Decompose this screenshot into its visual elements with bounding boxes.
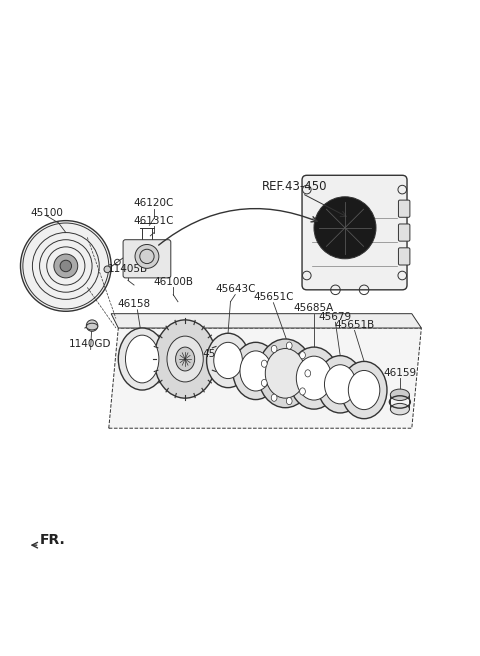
Text: REF.43-450: REF.43-450 (262, 180, 328, 193)
Circle shape (54, 254, 78, 278)
Ellipse shape (341, 361, 387, 419)
Text: FR.: FR. (39, 533, 65, 547)
Circle shape (314, 197, 376, 259)
Ellipse shape (300, 388, 305, 395)
FancyBboxPatch shape (123, 239, 171, 278)
Ellipse shape (390, 389, 409, 401)
Ellipse shape (167, 336, 203, 382)
Text: 46131C: 46131C (134, 216, 174, 226)
Ellipse shape (233, 342, 279, 400)
Ellipse shape (262, 360, 267, 367)
Text: 1140GD: 1140GD (69, 339, 111, 349)
Ellipse shape (214, 342, 242, 379)
Text: 11405B: 11405B (108, 264, 148, 274)
Text: 46158: 46158 (118, 300, 151, 310)
Ellipse shape (125, 335, 159, 383)
Text: 45685A: 45685A (294, 303, 334, 314)
Ellipse shape (348, 371, 380, 409)
Ellipse shape (287, 342, 292, 349)
Ellipse shape (271, 394, 277, 401)
Ellipse shape (154, 320, 216, 398)
Text: 45644: 45644 (202, 348, 235, 359)
Ellipse shape (206, 333, 250, 388)
Text: 45651C: 45651C (253, 293, 294, 302)
Ellipse shape (300, 352, 305, 359)
Text: 45651B: 45651B (335, 320, 375, 330)
Ellipse shape (258, 339, 313, 407)
Ellipse shape (118, 328, 166, 390)
Ellipse shape (324, 365, 356, 404)
Text: 45100: 45100 (30, 208, 63, 218)
FancyBboxPatch shape (398, 248, 410, 265)
Ellipse shape (271, 345, 277, 352)
Ellipse shape (262, 379, 267, 386)
Circle shape (135, 245, 159, 268)
Ellipse shape (390, 403, 409, 415)
Text: 46100B: 46100B (153, 277, 193, 287)
Ellipse shape (287, 398, 292, 405)
Text: 46120C: 46120C (134, 198, 174, 209)
FancyBboxPatch shape (398, 200, 410, 217)
Circle shape (60, 260, 72, 272)
Ellipse shape (265, 348, 305, 398)
Ellipse shape (296, 356, 332, 400)
FancyBboxPatch shape (302, 175, 407, 290)
Polygon shape (111, 314, 421, 328)
Ellipse shape (86, 323, 98, 330)
Ellipse shape (305, 370, 311, 377)
Circle shape (86, 320, 98, 331)
Ellipse shape (240, 351, 272, 391)
Circle shape (104, 266, 111, 273)
Ellipse shape (176, 347, 195, 371)
Ellipse shape (289, 347, 339, 409)
Circle shape (21, 220, 111, 312)
Text: 45643C: 45643C (215, 284, 255, 294)
Polygon shape (109, 328, 421, 428)
Ellipse shape (317, 356, 363, 413)
Text: 46159: 46159 (384, 368, 417, 378)
Text: 45679: 45679 (319, 312, 352, 322)
FancyBboxPatch shape (398, 224, 410, 241)
